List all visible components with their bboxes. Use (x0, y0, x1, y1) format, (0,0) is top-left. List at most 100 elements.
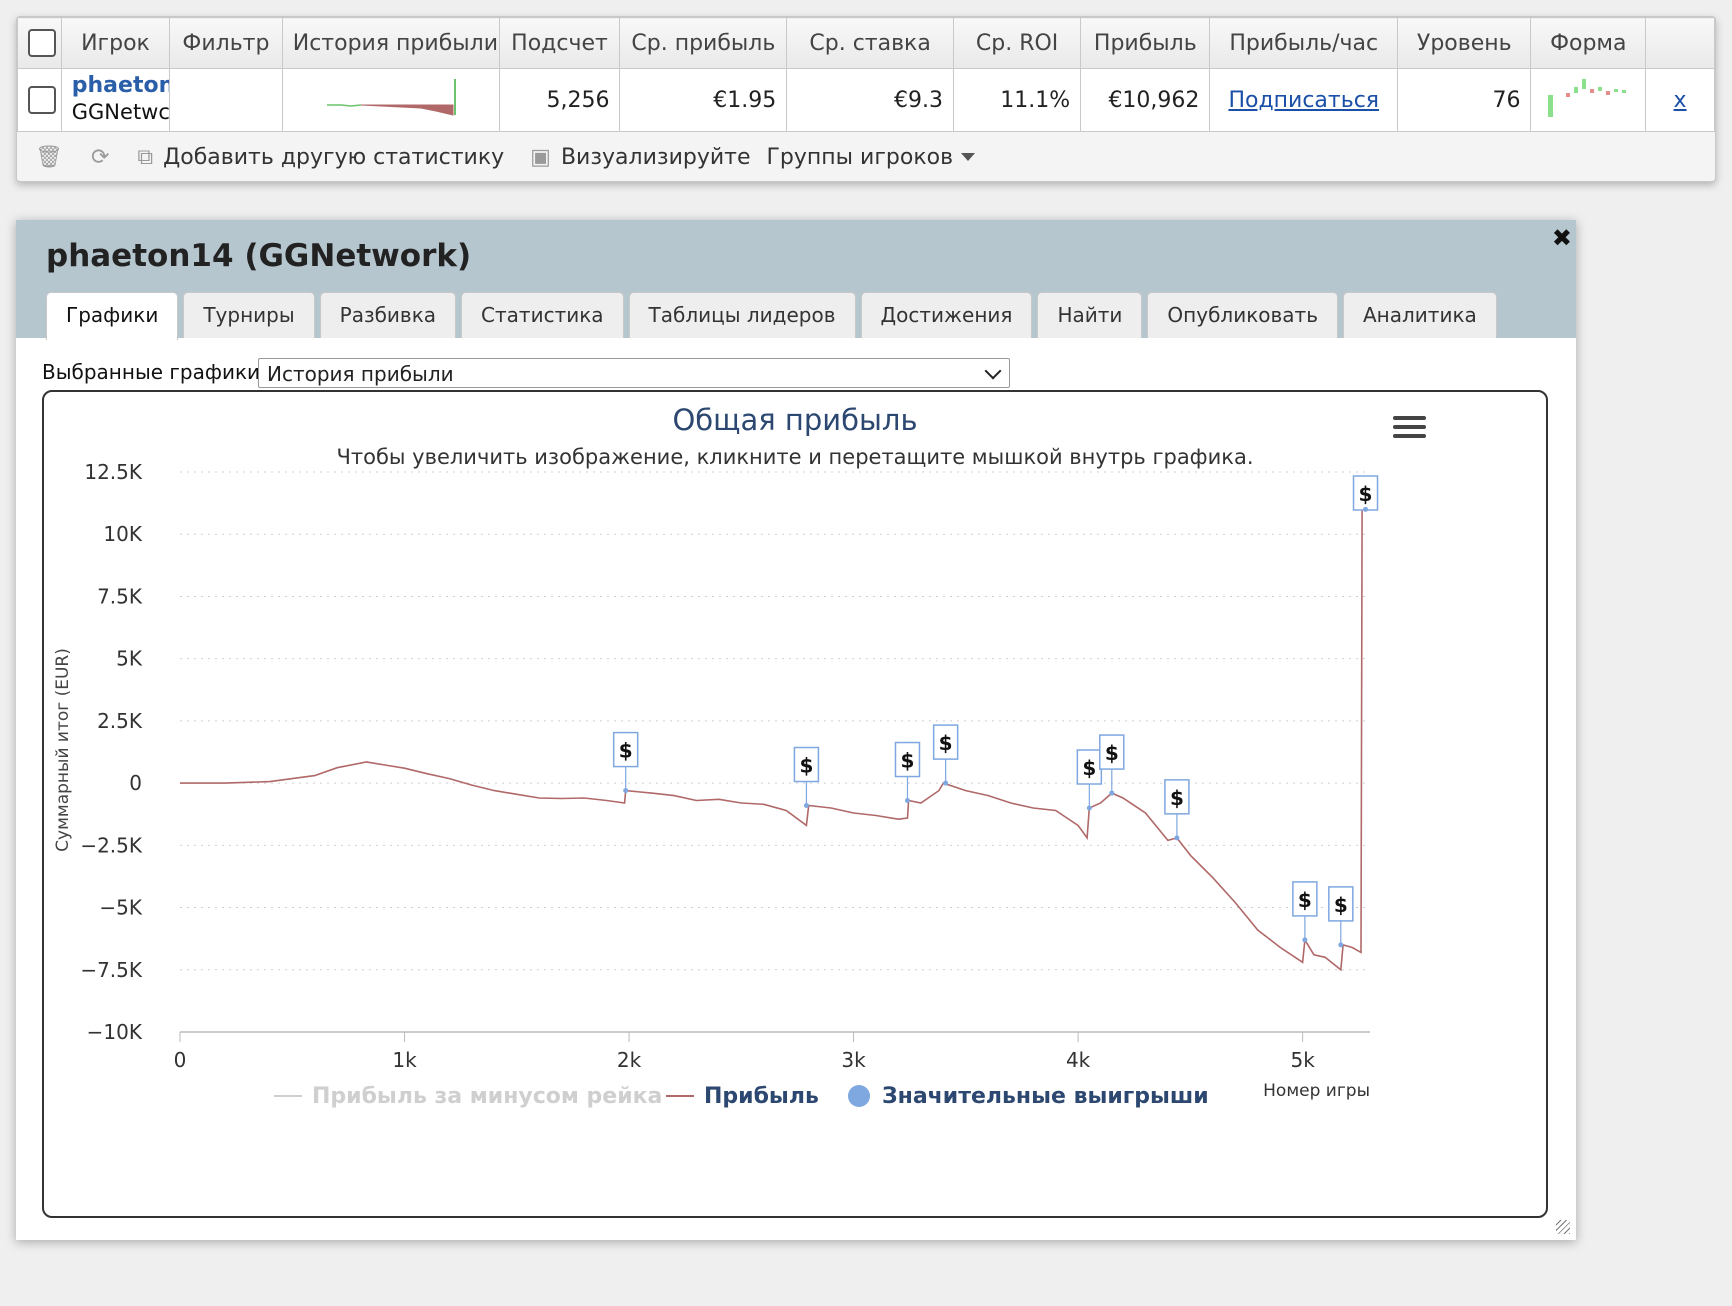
big-win-label: $ (799, 754, 813, 778)
tab-charts[interactable]: Графики (46, 292, 179, 340)
legend: Прибыль за минусом рейка Прибыль Значите… (274, 1084, 1209, 1109)
level-cell: 76 (1397, 68, 1532, 132)
chart-subtitle: Чтобы увеличить изображение, кликните и … (336, 445, 1253, 469)
player-groups-dropdown[interactable]: Группы игроков (767, 145, 976, 170)
resize-handle[interactable] (1556, 1220, 1570, 1234)
col-header-avg-roi[interactable]: Ср. ROI (953, 17, 1082, 69)
subscribe-link[interactable]: Подписаться (1228, 87, 1380, 113)
profit-chart-svg[interactable]: Общая прибыль Чтобы увеличить изображени… (44, 392, 1546, 1216)
remove-player-link[interactable]: x (1673, 87, 1687, 113)
avg-stake-cell: €9.3 (786, 68, 955, 132)
chart-select-value: История прибыли (267, 362, 454, 386)
add-stat-label: Добавить другую статистику (163, 144, 505, 170)
col-header-profit-history[interactable]: История прибыли (281, 17, 500, 69)
big-win-point[interactable] (1086, 805, 1092, 811)
col-header-count[interactable]: Подсчет (498, 17, 621, 69)
image-icon: ▣ (530, 144, 551, 170)
refresh-icon[interactable]: ⟳ (90, 144, 110, 170)
big-wins-layer: $ $ $ $ $ $ $ $ $ $ (612, 475, 1379, 948)
profit-history-sparkline[interactable] (281, 68, 500, 132)
big-win-marker[interactable]: $ (1076, 749, 1103, 811)
col-header-profit-per-hour[interactable]: Прибыль/час (1209, 17, 1399, 69)
form-chart (1548, 79, 1627, 117)
y-tick-label: 10K (103, 522, 142, 546)
player-groups-label: Группы игроков (766, 144, 954, 170)
series-layer (180, 508, 1366, 972)
big-win-marker[interactable]: $ (1164, 779, 1190, 841)
tab-achievements[interactable]: Достижения (860, 292, 1033, 338)
add-stat-button[interactable]: ⧉ Добавить другую статистику (137, 145, 504, 170)
caret-down-icon (961, 153, 976, 161)
tab-tournaments[interactable]: Турниры (183, 292, 315, 338)
legend-label-big-wins: Значительные выигрыши (882, 1084, 1209, 1109)
col-header-form[interactable]: Форма (1530, 17, 1647, 69)
col-header-profit[interactable]: Прибыль (1080, 17, 1211, 69)
big-win-marker[interactable]: $ (1352, 475, 1379, 512)
legend-item-big-wins[interactable]: Значительные выигрыши (848, 1084, 1209, 1109)
big-win-point[interactable] (1109, 790, 1115, 796)
x-tick-label: 2k (617, 1048, 642, 1072)
big-win-label: $ (1359, 482, 1373, 506)
tab-find[interactable]: Найти (1037, 292, 1143, 338)
y-tick-label: −2.5K (80, 833, 143, 857)
remove-cell: x (1645, 68, 1715, 132)
big-win-marker[interactable]: $ (932, 724, 959, 786)
big-win-point[interactable] (1363, 506, 1369, 512)
trash-icon[interactable]: 🗑 (35, 144, 63, 170)
big-win-point[interactable] (1174, 835, 1180, 841)
big-win-point[interactable] (803, 803, 809, 809)
big-win-label: $ (901, 749, 915, 773)
y-axis-ticks: 12.5K 10K 7.5K 5K 2.5K 0 −2.5K −5K −7.5K −10K (80, 460, 143, 1044)
tab-leaderboards[interactable]: Таблицы лидеров (628, 292, 856, 338)
visualize-button[interactable]: ▣ Визуализируйте (530, 145, 750, 170)
x-axis-label: Номер игры (1263, 1081, 1370, 1101)
count-cell: 5,256 (498, 68, 621, 132)
tab-breakdown[interactable]: Разбивка (319, 292, 457, 338)
big-win-marker[interactable]: $ (1328, 886, 1354, 948)
legend-label-profit: Прибыль (704, 1084, 819, 1109)
stats-table: Игрок Фильтр История прибыли Подсчет Ср.… (17, 17, 1715, 132)
chart-select[interactable]: История прибыли (258, 358, 1010, 388)
big-win-label: $ (1170, 786, 1184, 810)
tab-statistics[interactable]: Статистика (461, 292, 624, 338)
row-checkbox[interactable] (28, 86, 56, 114)
big-win-point[interactable] (943, 780, 949, 786)
col-header-avg-profit[interactable]: Ср. прибыль (619, 17, 788, 69)
x-axis-ticks: 0 1k 2k 3k 4k 5k (174, 1032, 1315, 1072)
profit-cell: €10,962 (1080, 68, 1211, 132)
y-tick-label: 5K (116, 647, 143, 671)
big-win-marker[interactable]: $ (793, 746, 820, 809)
big-win-point[interactable] (1338, 942, 1344, 948)
legend-item-rake[interactable]: Прибыль за минусом рейка (274, 1084, 662, 1109)
big-win-marker[interactable]: $ (1099, 734, 1125, 796)
big-win-marker[interactable]: $ (612, 731, 639, 794)
menu-icon[interactable] (1393, 416, 1426, 438)
tab-analytics[interactable]: Аналитика (1343, 292, 1497, 338)
big-win-point[interactable] (1302, 937, 1308, 943)
x-tick-label: 5k (1290, 1048, 1315, 1072)
big-win-marker[interactable]: $ (894, 741, 921, 804)
col-header-filter[interactable]: Фильтр (169, 17, 283, 69)
col-header-player[interactable]: Игрок (60, 17, 171, 69)
big-win-point[interactable] (904, 798, 910, 804)
close-icon[interactable]: ✖ (1551, 224, 1572, 252)
col-header-avg-stake[interactable]: Ср. ставка (786, 17, 955, 69)
col-header-level[interactable]: Уровень (1397, 17, 1532, 69)
big-win-label: $ (939, 731, 953, 755)
big-win-label: $ (1334, 893, 1348, 917)
select-all-cell[interactable] (17, 17, 62, 69)
select-all-checkbox[interactable] (28, 29, 56, 57)
player-name-link[interactable]: phaeton (71, 72, 170, 98)
tab-publish[interactable]: Опубликовать (1147, 292, 1338, 338)
big-win-point[interactable] (623, 788, 629, 794)
profit-chart[interactable]: Общая прибыль Чтобы увеличить изображени… (42, 390, 1548, 1218)
form-cell (1530, 68, 1647, 132)
big-win-marker[interactable]: $ (1292, 881, 1318, 943)
big-win-label: $ (1082, 756, 1096, 780)
row-checkbox-cell[interactable] (17, 68, 62, 132)
player-cell: phaeton GGNetwc (60, 68, 171, 132)
series-line-profit[interactable] (180, 508, 1366, 972)
chevron-down-icon (984, 362, 1002, 380)
y-tick-label: 2.5K (97, 709, 143, 733)
legend-item-profit[interactable]: Прибыль (666, 1084, 819, 1109)
